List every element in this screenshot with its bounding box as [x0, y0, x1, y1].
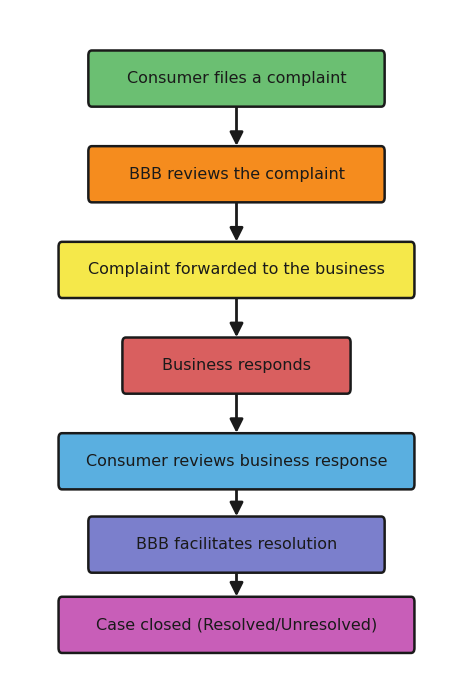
Text: Consumer files a complaint: Consumer files a complaint [127, 71, 346, 86]
FancyBboxPatch shape [59, 433, 414, 489]
Text: Consumer reviews business response: Consumer reviews business response [86, 454, 387, 469]
Text: BBB facilitates resolution: BBB facilitates resolution [136, 537, 337, 552]
FancyBboxPatch shape [59, 596, 414, 653]
FancyBboxPatch shape [123, 338, 350, 394]
FancyBboxPatch shape [59, 242, 414, 298]
Text: Case closed (Resolved/Unresolved): Case closed (Resolved/Unresolved) [96, 617, 377, 632]
Text: BBB reviews the complaint: BBB reviews the complaint [129, 166, 344, 182]
FancyBboxPatch shape [88, 146, 385, 202]
Text: Business responds: Business responds [162, 358, 311, 373]
FancyBboxPatch shape [88, 517, 385, 572]
Text: Complaint forwarded to the business: Complaint forwarded to the business [88, 262, 385, 277]
FancyBboxPatch shape [88, 50, 385, 107]
